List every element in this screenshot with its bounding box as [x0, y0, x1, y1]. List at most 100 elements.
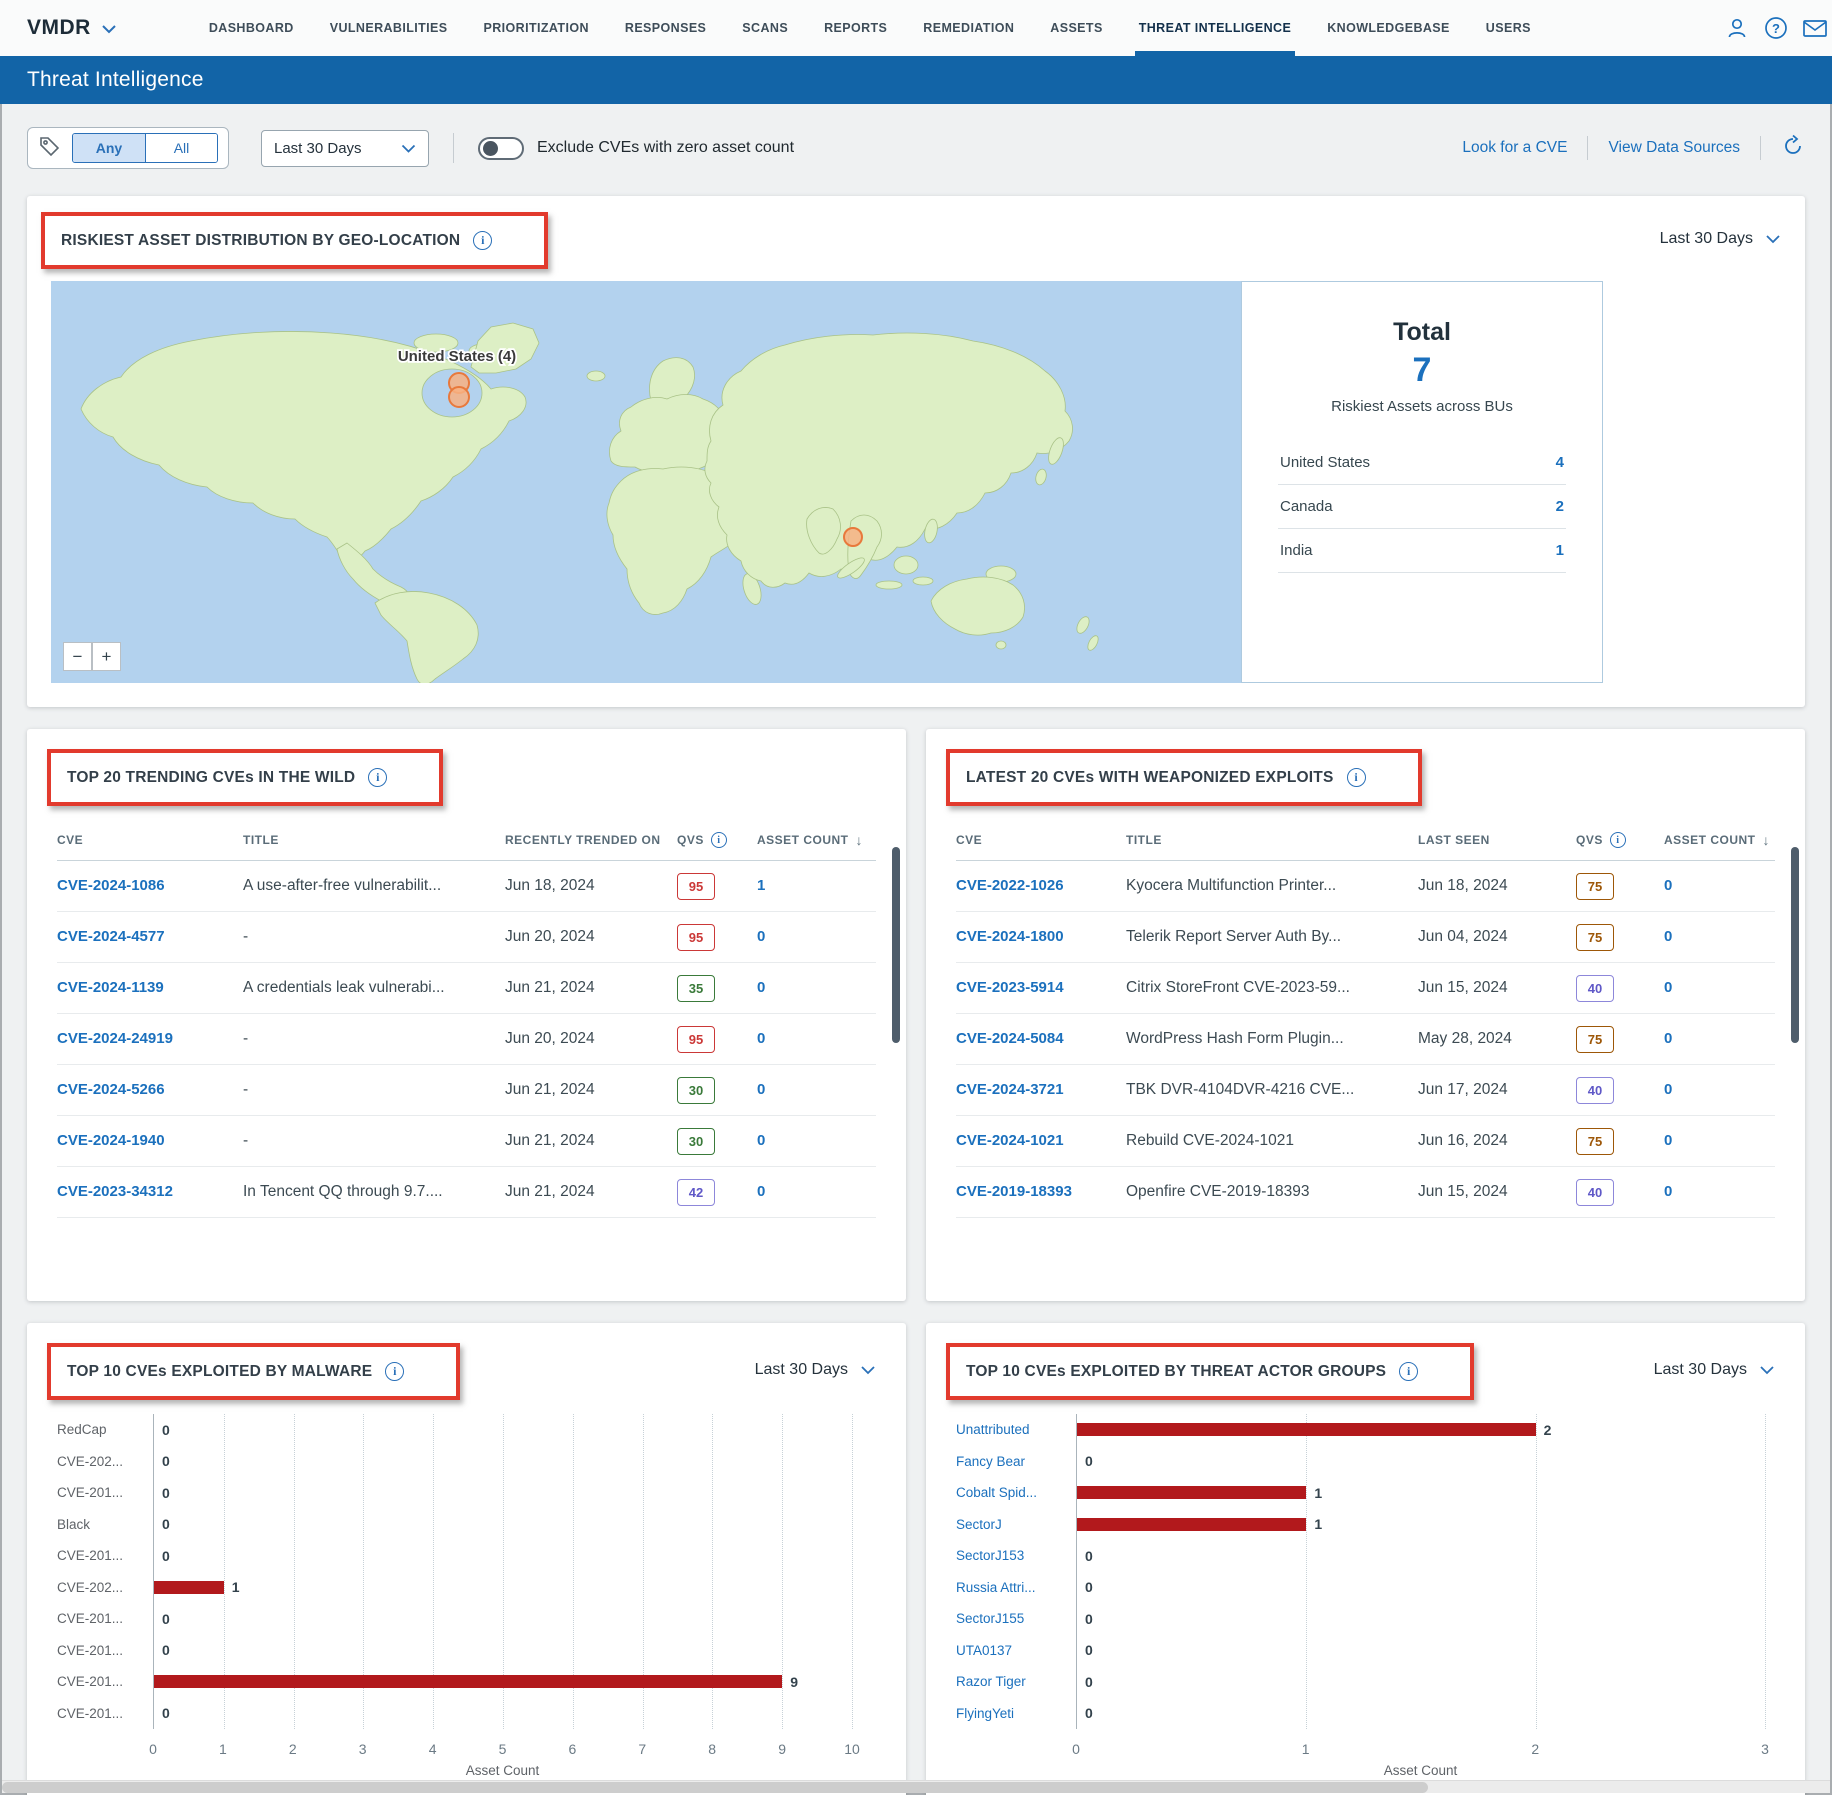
scrollbar-thumb[interactable] — [2, 1782, 1428, 1793]
col-date[interactable]: RECENTLY TRENDED ON — [505, 833, 677, 847]
col-qvs[interactable]: QVSi — [1576, 832, 1664, 848]
bar — [1077, 1486, 1306, 1499]
chart-category-label[interactable]: Unattributed — [956, 1414, 1076, 1446]
nav-item-threat-intelligence[interactable]: THREAT INTELLIGENCE — [1139, 0, 1292, 56]
chart-category-label[interactable]: SectorJ153 — [956, 1540, 1076, 1572]
bar-row: 0 — [154, 1540, 852, 1572]
col-qvs[interactable]: QVSi — [677, 832, 757, 848]
cve-link[interactable]: CVE-2024-1086 — [57, 877, 165, 894]
weaponized-table-body: CVE-2022-1026Kyocera Multifunction Print… — [956, 861, 1775, 1218]
col-title[interactable]: TITLE — [1126, 833, 1418, 847]
info-icon[interactable]: i — [1399, 1362, 1418, 1381]
axis-tick-label: 3 — [359, 1741, 367, 1757]
asset-count-cell: 0 — [1664, 1030, 1775, 1048]
bar-value-label: 0 — [1085, 1611, 1093, 1627]
nav-item-scans[interactable]: SCANS — [742, 0, 788, 56]
malware-date-range[interactable]: Last 30 Days — [755, 1361, 876, 1379]
help-icon[interactable]: ? — [1763, 15, 1789, 41]
qvs-cell: 40 — [1576, 1077, 1664, 1104]
col-date[interactable]: LAST SEEN — [1418, 833, 1576, 847]
title-cell: Citrix StoreFront CVE-2023-59... — [1126, 979, 1418, 997]
nav-item-reports[interactable]: REPORTS — [824, 0, 887, 56]
date-range-select[interactable]: Last 30 Days — [261, 130, 429, 167]
cve-link[interactable]: CVE-2024-3721 — [956, 1081, 1064, 1098]
trending-panel-title: TOP 20 TRENDING CVEs IN THE WILD — [67, 769, 355, 787]
asset-count-cell: 0 — [757, 928, 876, 946]
zoom-out-button[interactable]: − — [63, 642, 92, 671]
zoom-in-button[interactable]: + — [92, 642, 121, 671]
col-cve[interactable]: CVE — [956, 833, 1126, 847]
cve-cell: CVE-2024-5084 — [956, 1030, 1126, 1048]
world-map[interactable]: United States (4) − + — [51, 281, 1241, 683]
nav-item-responses[interactable]: RESPONSES — [625, 0, 706, 56]
vmdr-logo[interactable]: VMDR — [27, 16, 117, 40]
horizontal-scrollbar[interactable] — [2, 1780, 1830, 1793]
chart-category-label[interactable]: Cobalt Spid... — [956, 1477, 1076, 1509]
vertical-scrollbar[interactable] — [892, 847, 900, 1043]
sort-desc-icon: ↓ — [1763, 832, 1771, 848]
chart-category-label[interactable]: SectorJ — [956, 1509, 1076, 1541]
cve-link[interactable]: CVE-2024-1940 — [57, 1132, 165, 1149]
axis-tick-label: 5 — [499, 1741, 507, 1757]
cve-link[interactable]: CVE-2024-24919 — [57, 1030, 173, 1047]
chart-category-label[interactable]: FlyingYeti — [956, 1698, 1076, 1730]
qvs-cell: 30 — [677, 1128, 757, 1155]
cve-link[interactable]: CVE-2019-18393 — [956, 1183, 1072, 1200]
nav-item-prioritization[interactable]: PRIORITIZATION — [484, 0, 589, 56]
cve-link[interactable]: CVE-2024-1021 — [956, 1132, 1064, 1149]
cve-link[interactable]: CVE-2024-5266 — [57, 1081, 165, 1098]
cve-link[interactable]: CVE-2024-1139 — [57, 979, 164, 996]
user-icon[interactable] — [1724, 15, 1750, 41]
filter-any-button[interactable]: Any — [73, 134, 145, 162]
info-icon[interactable]: i — [473, 231, 492, 250]
col-title[interactable]: TITLE — [243, 833, 505, 847]
mail-icon[interactable] — [1802, 15, 1828, 41]
cve-link[interactable]: CVE-2023-5914 — [956, 979, 1064, 996]
nav-item-knowledgebase[interactable]: KNOWLEDGEBASE — [1327, 0, 1450, 56]
brand-label: VMDR — [27, 16, 91, 40]
asset-count-value: 0 — [1664, 1183, 1672, 1200]
cve-link[interactable]: CVE-2022-1026 — [956, 877, 1064, 894]
table-row: CVE-2024-4577-Jun 20, 2024950 — [57, 912, 876, 963]
nav-item-remediation[interactable]: REMEDIATION — [923, 0, 1014, 56]
nav-item-assets[interactable]: ASSETS — [1050, 0, 1102, 56]
asset-count-value: 0 — [757, 1030, 765, 1047]
filter-all-button[interactable]: All — [145, 134, 217, 162]
chart-category-label[interactable]: UTA0137 — [956, 1635, 1076, 1667]
info-icon[interactable]: i — [711, 832, 727, 848]
exclude-zero-assets-toggle[interactable] — [478, 137, 524, 160]
info-icon[interactable]: i — [1610, 832, 1626, 848]
cve-link[interactable]: CVE-2024-1800 — [956, 928, 1064, 945]
map-zoom-controls: − + — [63, 642, 121, 671]
chart-category-label[interactable]: Russia Attri... — [956, 1572, 1076, 1604]
chart-category-label[interactable]: Razor Tiger — [956, 1666, 1076, 1698]
info-icon[interactable]: i — [368, 768, 387, 787]
asset-count-value: 1 — [757, 877, 765, 894]
info-icon[interactable]: i — [385, 1362, 404, 1381]
table-row: CVE-2024-1940-Jun 21, 2024300 — [57, 1116, 876, 1167]
cve-cell: CVE-2024-1940 — [57, 1132, 243, 1150]
asset-count-value: 0 — [757, 928, 765, 945]
cve-link[interactable]: CVE-2024-4577 — [57, 928, 165, 945]
chart-category-label[interactable]: SectorJ155 — [956, 1603, 1076, 1635]
col-asset-count[interactable]: ASSET COUNT↓ — [1664, 832, 1775, 848]
cve-link[interactable]: CVE-2023-34312 — [57, 1183, 173, 1200]
weaponized-table-header: CVE TITLE LAST SEEN QVSi ASSET COUNT↓ — [956, 832, 1775, 861]
view-data-sources-link[interactable]: View Data Sources — [1608, 139, 1740, 157]
geo-date-range[interactable]: Last 30 Days — [1660, 230, 1781, 248]
chart-category-label[interactable]: Fancy Bear — [956, 1446, 1076, 1478]
actors-date-range[interactable]: Last 30 Days — [1654, 1361, 1775, 1379]
nav-item-dashboard[interactable]: DASHBOARD — [209, 0, 294, 56]
col-cve[interactable]: CVE — [57, 833, 243, 847]
col-asset-count[interactable]: ASSET COUNT↓ — [757, 832, 876, 848]
nav-item-vulnerabilities[interactable]: VULNERABILITIES — [330, 0, 448, 56]
total-value: 7 — [1278, 351, 1566, 390]
vertical-scrollbar[interactable] — [1791, 847, 1799, 1043]
refresh-icon[interactable] — [1781, 134, 1805, 163]
cve-cell: CVE-2023-34312 — [57, 1183, 243, 1201]
nav-item-users[interactable]: USERS — [1486, 0, 1531, 56]
bar-value-label: 0 — [162, 1453, 170, 1469]
info-icon[interactable]: i — [1347, 768, 1366, 787]
cve-link[interactable]: CVE-2024-5084 — [956, 1030, 1064, 1047]
look-for-cve-link[interactable]: Look for a CVE — [1462, 139, 1567, 157]
